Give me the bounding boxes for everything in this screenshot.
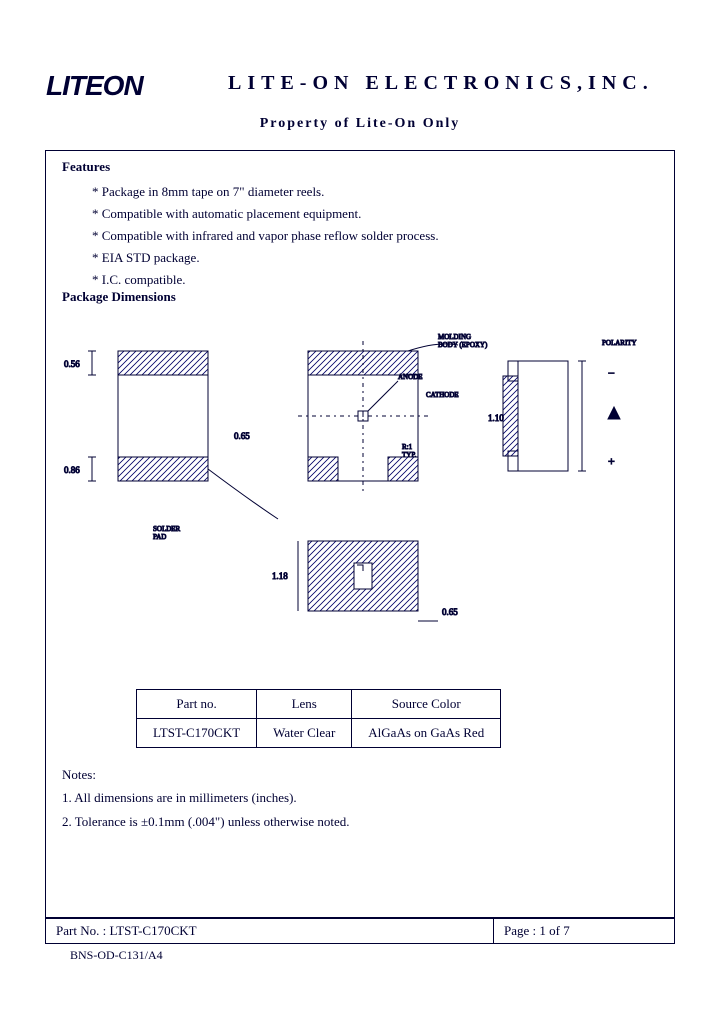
svg-text:BODY (EPOXY): BODY (EPOXY) bbox=[438, 341, 488, 349]
svg-text:POLARITY: POLARITY bbox=[602, 339, 637, 347]
features-list: * Package in 8mm tape on 7" diameter ree… bbox=[92, 181, 439, 291]
company-title: LITE-ON ELECTRONICS,INC. bbox=[228, 72, 654, 95]
package-diagram: 0.56 0.86 SOLDER PAD 0.65 bbox=[58, 321, 664, 661]
subtitle: Property of Lite-On Only bbox=[0, 116, 720, 132]
footer: Part No. : LTST-C170CKT Page : 1 of 7 bbox=[45, 918, 675, 944]
doc-code: BNS-OD-C131/A4 bbox=[70, 948, 163, 963]
table-header: Lens bbox=[257, 690, 352, 719]
notes-section: Notes: 1. All dimensions are in millimet… bbox=[62, 763, 350, 833]
package-dimensions-title: Package Dimensions bbox=[62, 289, 176, 305]
note-item: 2. Tolerance is ±0.1mm (.004") unless ot… bbox=[62, 810, 350, 833]
part-table: Part no. Lens Source Color LTST-C170CKT … bbox=[136, 689, 501, 748]
feature-item: * Compatible with infrared and vapor pha… bbox=[92, 225, 439, 247]
svg-text:TYP.: TYP. bbox=[402, 451, 416, 459]
svg-text:−: − bbox=[608, 366, 615, 380]
table-cell: AlGaAs on GaAs Red bbox=[352, 719, 501, 748]
footer-page: Page : 1 of 7 bbox=[494, 919, 674, 943]
feature-item: * EIA STD package. bbox=[92, 247, 439, 269]
table-header: Source Color bbox=[352, 690, 501, 719]
svg-text:1.10: 1.10 bbox=[488, 413, 504, 423]
svg-text:0.65: 0.65 bbox=[442, 607, 458, 617]
table-header-row: Part no. Lens Source Color bbox=[137, 690, 501, 719]
svg-text:ANODE: ANODE bbox=[398, 373, 423, 381]
svg-text:0.86: 0.86 bbox=[64, 465, 80, 475]
table-cell: LTST-C170CKT bbox=[137, 719, 257, 748]
content-frame: Features * Package in 8mm tape on 7" dia… bbox=[45, 150, 675, 918]
svg-text:SOLDER: SOLDER bbox=[153, 525, 181, 533]
features-section: Features * Package in 8mm tape on 7" dia… bbox=[62, 159, 439, 291]
logo: LITEON bbox=[46, 70, 143, 102]
table-header: Part no. bbox=[137, 690, 257, 719]
svg-text:R:1: R:1 bbox=[402, 443, 413, 451]
footer-part-no: Part No. : LTST-C170CKT bbox=[46, 919, 494, 943]
feature-item: * Compatible with automatic placement eq… bbox=[92, 203, 439, 225]
table-cell: Water Clear bbox=[257, 719, 352, 748]
svg-text:MOLDING: MOLDING bbox=[438, 333, 471, 341]
feature-item: * Package in 8mm tape on 7" diameter ree… bbox=[92, 181, 439, 203]
note-item: 1. All dimensions are in millimeters (in… bbox=[62, 786, 350, 809]
svg-text:1.18: 1.18 bbox=[272, 571, 288, 581]
svg-text:CATHODE: CATHODE bbox=[426, 391, 459, 399]
svg-text:+: + bbox=[608, 454, 615, 468]
svg-text:0.65: 0.65 bbox=[234, 431, 250, 441]
svg-text:0.56: 0.56 bbox=[64, 359, 80, 369]
notes-title: Notes: bbox=[62, 763, 350, 786]
features-title: Features bbox=[62, 159, 439, 175]
table-row: LTST-C170CKT Water Clear AlGaAs on GaAs … bbox=[137, 719, 501, 748]
svg-text:PAD: PAD bbox=[153, 533, 166, 541]
